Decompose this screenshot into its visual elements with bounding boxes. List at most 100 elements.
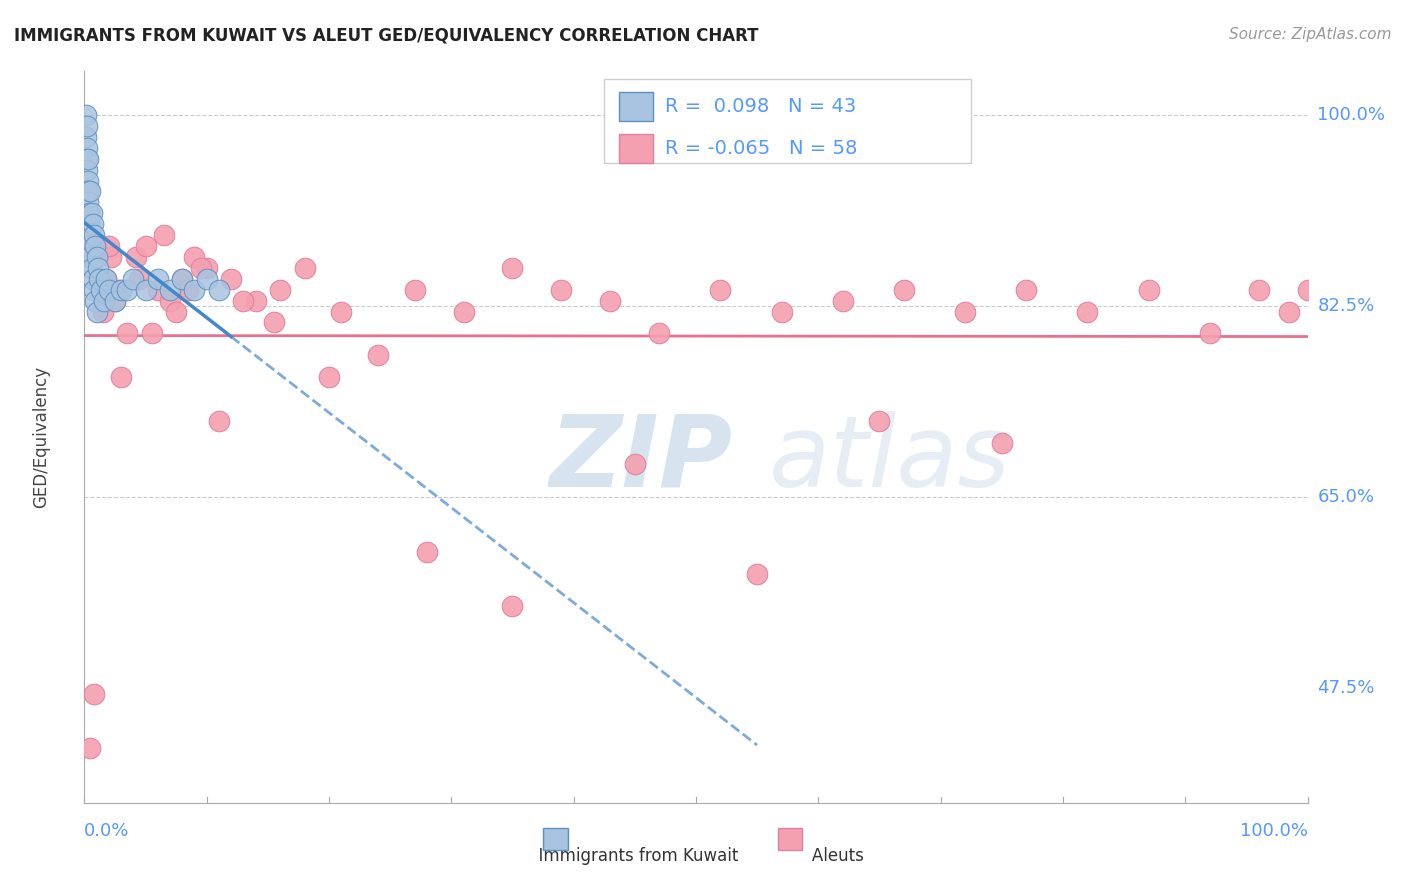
Text: atlas: atlas xyxy=(769,410,1011,508)
Point xyxy=(83,283,105,297)
Point xyxy=(416,545,439,559)
Point xyxy=(263,315,285,329)
Point xyxy=(146,272,169,286)
Point xyxy=(1137,283,1160,297)
Point xyxy=(83,228,105,243)
Text: R =  0.098   N = 43: R = 0.098 N = 43 xyxy=(665,97,856,116)
Point xyxy=(747,566,769,581)
Point xyxy=(831,293,853,308)
Text: 100.0%: 100.0% xyxy=(1240,822,1308,840)
Point xyxy=(177,283,200,297)
Point xyxy=(624,458,647,472)
Point xyxy=(104,293,127,308)
Point xyxy=(195,272,218,286)
Point xyxy=(294,260,316,275)
Text: GED/Equivalency: GED/Equivalency xyxy=(32,366,51,508)
Point xyxy=(84,293,107,308)
Text: 100.0%: 100.0% xyxy=(1317,106,1385,124)
Point xyxy=(1198,326,1220,341)
Point xyxy=(77,195,100,210)
Point xyxy=(208,414,231,428)
Point xyxy=(75,129,97,144)
Point xyxy=(90,283,112,297)
Point xyxy=(87,272,110,286)
Point xyxy=(318,370,340,384)
Point xyxy=(869,414,891,428)
Text: 0.0%: 0.0% xyxy=(84,822,129,840)
Point xyxy=(135,283,157,297)
Point xyxy=(77,228,100,243)
Point xyxy=(91,304,114,318)
Point xyxy=(183,283,205,297)
FancyBboxPatch shape xyxy=(619,134,654,163)
Text: ZIP: ZIP xyxy=(550,410,733,508)
FancyBboxPatch shape xyxy=(605,78,972,163)
Point xyxy=(104,293,127,308)
Point xyxy=(82,217,104,231)
Point xyxy=(122,272,145,286)
Point xyxy=(77,152,100,166)
Point xyxy=(1247,283,1270,297)
Point xyxy=(219,272,242,286)
Text: IMMIGRANTS FROM KUWAIT VS ALEUT GED/EQUIVALENCY CORRELATION CHART: IMMIGRANTS FROM KUWAIT VS ALEUT GED/EQUI… xyxy=(14,27,759,45)
Point xyxy=(110,370,132,384)
Point xyxy=(183,250,205,264)
Point xyxy=(453,304,475,318)
Point xyxy=(77,185,100,199)
Point xyxy=(87,260,110,275)
FancyBboxPatch shape xyxy=(778,829,803,850)
Point xyxy=(83,687,105,701)
Point xyxy=(599,293,621,308)
Point xyxy=(550,283,572,297)
Point xyxy=(96,272,118,286)
Point xyxy=(96,272,118,286)
Point xyxy=(76,119,98,133)
Text: 82.5%: 82.5% xyxy=(1317,297,1375,315)
Point xyxy=(893,283,915,297)
Point xyxy=(97,239,120,253)
Text: R = -0.065   N = 58: R = -0.065 N = 58 xyxy=(665,139,858,158)
Point xyxy=(269,283,291,297)
Point xyxy=(76,162,98,177)
Point xyxy=(159,283,181,297)
Point xyxy=(1015,283,1038,297)
Point xyxy=(125,250,148,264)
Point xyxy=(770,304,793,318)
Point xyxy=(86,250,108,264)
Text: 47.5%: 47.5% xyxy=(1317,679,1375,698)
Text: 65.0%: 65.0% xyxy=(1317,488,1375,506)
Point xyxy=(1076,304,1098,318)
Point xyxy=(115,283,138,297)
Point xyxy=(502,260,524,275)
Point xyxy=(502,599,524,614)
Point xyxy=(1296,283,1319,297)
Point xyxy=(84,239,107,253)
Point xyxy=(232,293,254,308)
Point xyxy=(110,283,132,297)
Point xyxy=(172,272,194,286)
Point xyxy=(330,304,353,318)
Point xyxy=(79,185,101,199)
Point xyxy=(97,283,120,297)
Point xyxy=(79,250,101,264)
Point xyxy=(709,283,731,297)
Point xyxy=(404,283,426,297)
Point xyxy=(79,239,101,253)
Point xyxy=(195,260,218,275)
Text: Immigrants from Kuwait              Aleuts: Immigrants from Kuwait Aleuts xyxy=(529,847,863,864)
Point xyxy=(82,272,104,286)
Point xyxy=(79,741,101,756)
Point xyxy=(165,304,187,318)
Point xyxy=(648,326,671,341)
Text: Source: ZipAtlas.com: Source: ZipAtlas.com xyxy=(1229,27,1392,42)
Point xyxy=(115,326,138,341)
Point xyxy=(80,260,103,275)
Point xyxy=(76,152,98,166)
Point xyxy=(991,435,1014,450)
Point xyxy=(76,141,98,155)
Point xyxy=(75,108,97,122)
Point xyxy=(80,206,103,220)
Point xyxy=(86,304,108,318)
Point xyxy=(141,326,163,341)
Point xyxy=(1278,304,1301,318)
